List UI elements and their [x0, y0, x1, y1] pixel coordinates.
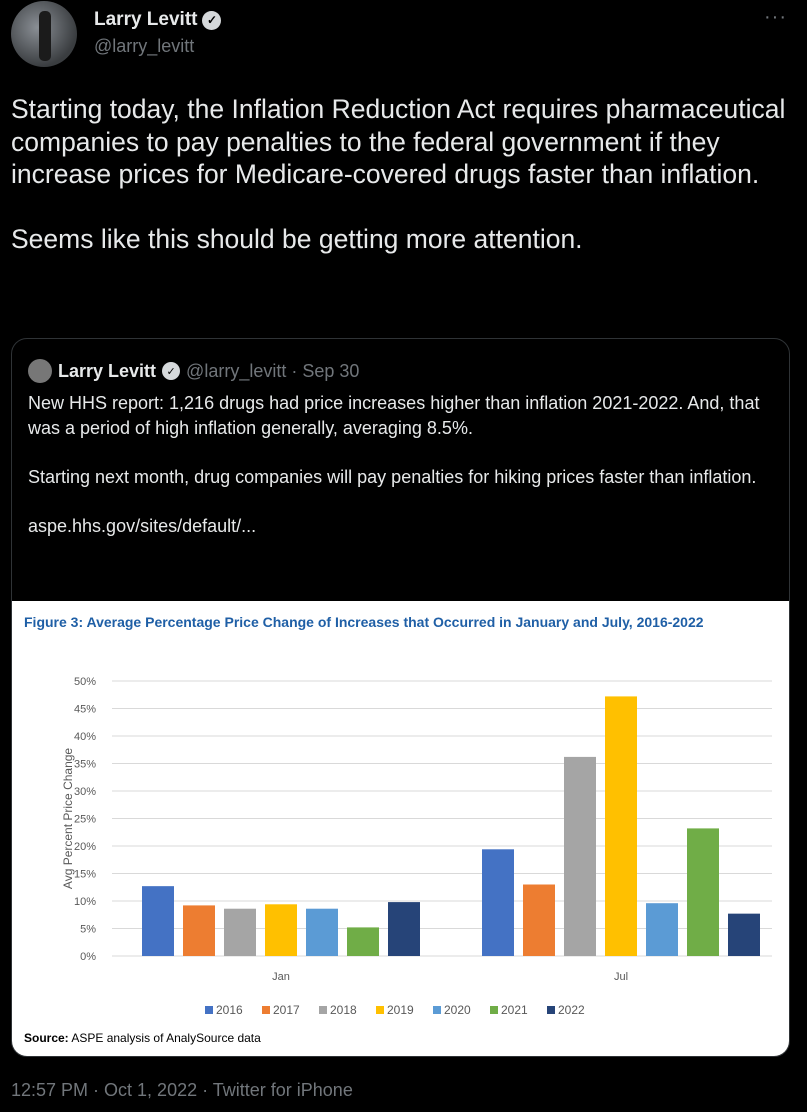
y-tick-label: 10%: [74, 896, 96, 908]
avatar[interactable]: [11, 1, 77, 67]
y-tick-label: 0%: [80, 951, 96, 963]
bar-2017-Jan: [183, 905, 215, 956]
bar-2019-Jul: [605, 696, 637, 956]
y-tick-label: 40%: [74, 731, 96, 743]
chart-title: Figure 3: Average Percentage Price Chang…: [24, 614, 704, 630]
bar-2016-Jan: [142, 886, 174, 956]
bar-2022-Jan: [388, 902, 420, 956]
x-tick-label: Jan: [272, 971, 290, 983]
quote-meta: @larry_levitt · Sep 30: [186, 360, 360, 381]
legend-label: 2016: [216, 1003, 243, 1017]
legend-swatch: [205, 1006, 213, 1014]
legend-label: 2022: [558, 1003, 585, 1017]
legend-swatch: [547, 1006, 555, 1014]
legend-swatch: [262, 1006, 270, 1014]
bar-2019-Jan: [265, 904, 297, 956]
bar-2020-Jul: [646, 903, 678, 956]
author-name[interactable]: Larry Levitt ✓: [94, 9, 222, 31]
y-tick-label: 45%: [74, 704, 96, 716]
quote-text: New HHS report: 1,216 drugs had price in…: [28, 393, 760, 536]
y-tick-label: 35%: [74, 759, 96, 771]
quoted-tweet[interactable]: Larry Levitt ✓ @larry_levitt · Sep 30 Ne…: [11, 338, 790, 1057]
y-tick-label: 30%: [74, 786, 96, 798]
legend-label: 2021: [501, 1003, 528, 1017]
bar-2018-Jul: [564, 756, 596, 956]
y-tick-label: 50%: [74, 676, 96, 688]
legend-swatch: [376, 1006, 384, 1014]
legend-label: 2017: [273, 1003, 300, 1017]
y-tick-label: 15%: [74, 869, 96, 881]
y-axis-label: Avg Percent Price Change: [61, 748, 75, 890]
legend-swatch: [490, 1006, 498, 1014]
y-tick-label: 25%: [74, 814, 96, 826]
more-icon[interactable]: ···: [764, 6, 787, 28]
bar-2021-Jul: [687, 828, 719, 956]
chart-image[interactable]: Figure 3: Average Percentage Price Chang…: [12, 601, 789, 1056]
legend-swatch: [319, 1006, 327, 1014]
author-handle[interactable]: @larry_levitt: [94, 36, 195, 56]
tweet-timestamp[interactable]: 12:57 PM · Oct 1, 2022 · Twitter for iPh…: [11, 1080, 353, 1100]
y-tick-label: 20%: [74, 841, 96, 853]
legend-label: 2018: [330, 1003, 357, 1017]
legend-swatch: [433, 1006, 441, 1014]
quote-avatar: [28, 359, 52, 383]
tweet-text: Starting today, the Inflation Reduction …: [11, 94, 786, 254]
bar-chart: 0% 5% 10% 15% 20% 25% 30% 35% 40% 45% 50% Avg Perce…: [61, 676, 772, 1017]
verified-badge-icon: ✓: [162, 362, 181, 380]
chart-source: Source: ASPE analysis of AnalySource dat…: [24, 1031, 261, 1045]
bar-2016-Jul: [482, 849, 514, 956]
bar-2018-Jan: [224, 908, 256, 956]
bar-2017-Jul: [523, 884, 555, 956]
verified-badge-icon: ✓: [202, 10, 222, 30]
quote-author-name: Larry Levitt: [58, 360, 157, 381]
x-tick-label: Jul: [614, 971, 628, 983]
bar-2021-Jan: [347, 927, 379, 956]
legend-label: 2020: [444, 1003, 471, 1017]
y-tick-label: 5%: [80, 924, 96, 936]
bar-2022-Jul: [728, 913, 760, 956]
bar-2020-Jan: [306, 908, 338, 956]
legend-label: 2019: [387, 1003, 414, 1017]
